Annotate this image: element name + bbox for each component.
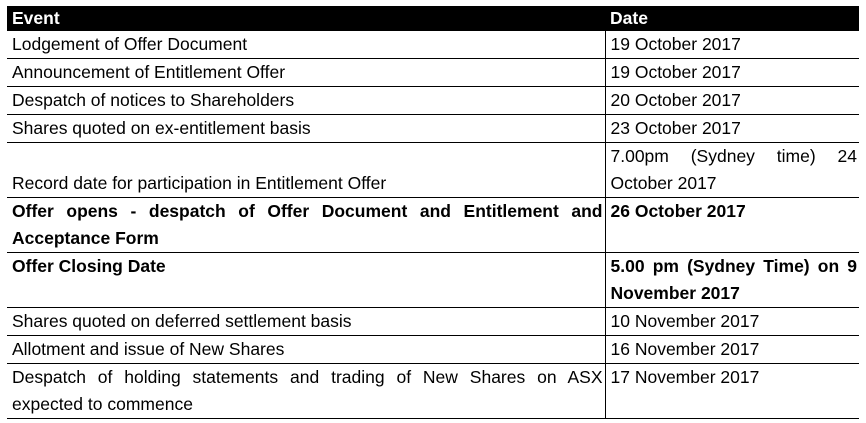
header-row: Event Date bbox=[7, 6, 859, 31]
event-cell: Announcement of Entitlement Offer bbox=[7, 58, 606, 87]
timetable: Event Date Lodgement of Offer Document 1… bbox=[7, 6, 859, 419]
date-cell: 5.00 pm (Sydney Time) on 9 November 2017 bbox=[605, 252, 859, 308]
table-row: Shares quoted on ex-entitlement basis 23… bbox=[7, 114, 859, 143]
date-cell: 16 November 2017 bbox=[605, 335, 859, 364]
table-row: Despatch of notices to Shareholders 20 O… bbox=[7, 86, 859, 115]
event-cell: Offer Closing Date bbox=[7, 252, 606, 308]
event-cell: Allotment and issue of New Shares bbox=[7, 335, 606, 364]
table-row: Despatch of holding statements and tradi… bbox=[7, 363, 859, 419]
table-row: Shares quoted on deferred settlement bas… bbox=[7, 307, 859, 336]
event-cell: Offer opens - despatch of Offer Document… bbox=[7, 197, 606, 253]
table-row: Allotment and issue of New Shares 16 Nov… bbox=[7, 335, 859, 364]
table-row: Lodgement of Offer Document 19 October 2… bbox=[7, 31, 859, 59]
event-cell: Shares quoted on deferred settlement bas… bbox=[7, 307, 606, 336]
date-cell: 17 November 2017 bbox=[605, 363, 859, 419]
table-row: Record date for participation in Entitle… bbox=[7, 142, 859, 198]
table-row: Announcement of Entitlement Offer 19 Oct… bbox=[7, 58, 859, 87]
event-cell: Shares quoted on ex-entitlement basis bbox=[7, 114, 606, 143]
date-cell: 20 October 2017 bbox=[605, 86, 859, 115]
event-cell: Despatch of notices to Shareholders bbox=[7, 86, 606, 115]
table-row: Offer opens - despatch of Offer Document… bbox=[7, 197, 859, 253]
date-cell: 10 November 2017 bbox=[605, 307, 859, 336]
date-cell: 26 October 2017 bbox=[605, 197, 859, 253]
date-cell: 19 October 2017 bbox=[605, 31, 859, 59]
event-cell: Record date for participation in Entitle… bbox=[7, 142, 606, 198]
table-row: Offer Closing Date 5.00 pm (Sydney Time)… bbox=[7, 252, 859, 308]
event-cell: Despatch of holding statements and tradi… bbox=[7, 363, 606, 419]
date-cell: 23 October 2017 bbox=[605, 114, 859, 143]
header-event: Event bbox=[7, 6, 605, 31]
header-date: Date bbox=[605, 6, 859, 31]
event-cell: Lodgement of Offer Document bbox=[7, 31, 606, 59]
date-cell: 7.00pm (Sydney time) 24 October 2017 bbox=[605, 142, 859, 198]
date-cell: 19 October 2017 bbox=[605, 58, 859, 87]
